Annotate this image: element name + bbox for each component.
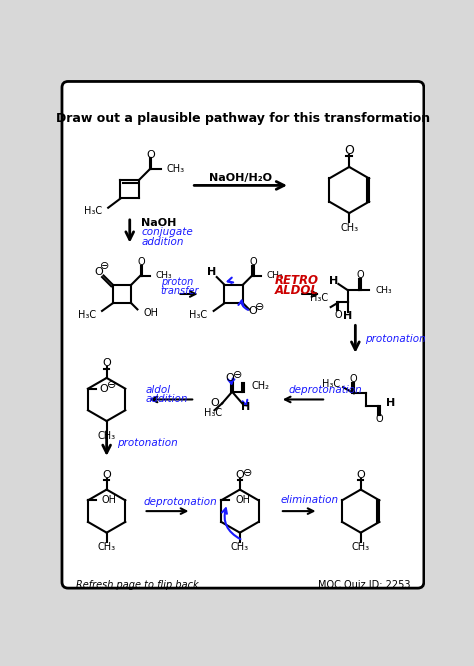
Text: H: H: [208, 268, 217, 278]
Text: OH: OH: [144, 308, 159, 318]
Text: H: H: [386, 398, 395, 408]
Text: CH₃: CH₃: [340, 222, 358, 232]
Text: O: O: [102, 358, 111, 368]
Text: protonation: protonation: [365, 334, 425, 344]
Text: O: O: [249, 258, 257, 268]
Text: CH₂: CH₂: [251, 382, 269, 392]
Text: proton: proton: [161, 278, 193, 288]
Text: O: O: [210, 398, 219, 408]
Text: CH₃: CH₃: [98, 431, 116, 441]
Text: deprotonation: deprotonation: [288, 385, 362, 395]
Text: conjugate: conjugate: [141, 227, 193, 237]
Text: protonation: protonation: [117, 438, 177, 448]
Text: H: H: [343, 311, 352, 321]
Text: O: O: [137, 258, 145, 268]
Text: CH₃: CH₃: [98, 542, 116, 552]
Text: H₃C: H₃C: [190, 310, 208, 320]
Text: MOC Quiz ID: 2253: MOC Quiz ID: 2253: [318, 580, 410, 590]
Text: NaOH: NaOH: [141, 218, 177, 228]
Text: H: H: [241, 402, 250, 412]
Text: CH₃: CH₃: [167, 165, 185, 174]
Text: CH₃: CH₃: [231, 542, 249, 552]
Text: O: O: [349, 374, 357, 384]
Text: O: O: [356, 270, 364, 280]
Text: ⊖: ⊖: [100, 261, 110, 271]
Text: O: O: [146, 150, 155, 160]
Text: H₃C: H₃C: [310, 293, 328, 303]
FancyBboxPatch shape: [62, 81, 424, 588]
Text: ALDOL: ALDOL: [274, 284, 319, 298]
Text: deprotonation: deprotonation: [144, 497, 218, 507]
Text: aldol: aldol: [145, 385, 170, 395]
Text: H₃C: H₃C: [84, 206, 102, 216]
Text: O: O: [236, 470, 244, 480]
Text: CH₃: CH₃: [352, 542, 370, 552]
Text: O: O: [248, 306, 257, 316]
Text: CH₃: CH₃: [155, 271, 172, 280]
Text: ⊖: ⊖: [107, 380, 117, 390]
Text: H₃C: H₃C: [78, 310, 96, 320]
Text: addition: addition: [145, 394, 188, 404]
Text: addition: addition: [141, 236, 184, 246]
Text: CH₃: CH₃: [267, 271, 283, 280]
Text: O: O: [94, 266, 103, 276]
Text: OH: OH: [102, 496, 117, 505]
Text: Refresh page to flip back: Refresh page to flip back: [76, 580, 199, 590]
Text: ⊖: ⊖: [255, 302, 264, 312]
Text: CH₃: CH₃: [375, 286, 392, 294]
Text: OH: OH: [235, 496, 250, 505]
Text: H: H: [329, 276, 338, 286]
Text: Draw out a plausible pathway for this transformation: Draw out a plausible pathway for this tr…: [56, 112, 430, 125]
Text: O: O: [375, 414, 383, 424]
Text: O: O: [102, 470, 111, 480]
Text: RETRO: RETRO: [274, 274, 319, 288]
Text: elimination: elimination: [281, 495, 339, 505]
Text: O: O: [335, 310, 342, 320]
Text: ⊖: ⊖: [233, 370, 242, 380]
Text: O: O: [344, 145, 354, 157]
Text: O: O: [356, 470, 365, 480]
Text: H₃C: H₃C: [322, 379, 340, 389]
Text: transfer: transfer: [161, 286, 199, 296]
Text: O: O: [100, 384, 108, 394]
Text: O: O: [226, 373, 234, 383]
Text: ⊖: ⊖: [243, 468, 252, 478]
Text: NaOH/H₂O: NaOH/H₂O: [209, 172, 272, 182]
Text: H₃C: H₃C: [204, 408, 222, 418]
